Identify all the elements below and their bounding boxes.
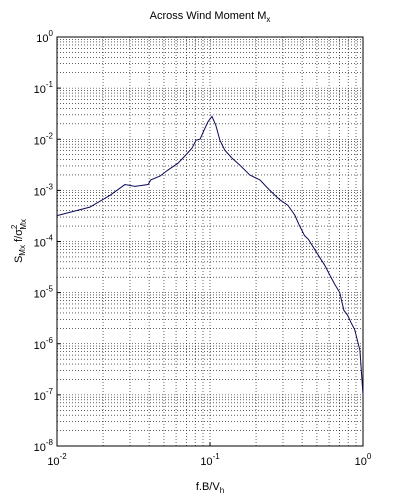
tick-base: 10: [34, 442, 46, 454]
x-tick-label: 10-2: [47, 452, 67, 468]
tick-exponent: -2: [60, 452, 68, 461]
tick-exponent: 0: [49, 29, 54, 38]
tick-exponent: -1: [213, 452, 221, 461]
title-sub: x: [266, 15, 270, 24]
tick-base: 10: [34, 391, 46, 403]
tick-exponent: -7: [46, 387, 54, 396]
y-axis-label: SMx f/σ2Mx: [10, 219, 28, 263]
ylabel-b-sup: 2: [10, 224, 19, 229]
y-tick-label: 10-5: [34, 285, 54, 301]
x-tick-label: 10-1: [200, 452, 220, 468]
y-tick-label: 10-4: [34, 234, 54, 250]
ylabel-b-sub: Mx: [19, 219, 28, 230]
tick-exponent: 0: [367, 452, 372, 461]
x-axis-label: f.B/Vh: [196, 481, 224, 495]
tick-base: 10: [355, 456, 367, 468]
tick-exponent: -6: [46, 336, 54, 345]
data-line: [56, 115, 364, 395]
tick-base: 10: [47, 456, 59, 468]
chart-title: Across Wind Moment Mx: [150, 10, 271, 24]
tick-base: 10: [34, 238, 46, 250]
ylabel-b: f/σ: [13, 229, 25, 245]
tick-exponent: -3: [46, 182, 54, 191]
y-tick-label: 10-6: [34, 336, 54, 352]
tick-base: 10: [36, 33, 48, 45]
y-tick-label: 10-3: [34, 182, 54, 198]
tick-base: 10: [34, 340, 46, 352]
y-tick-label: 10-8: [34, 438, 54, 454]
tick-base: 10: [34, 289, 46, 301]
tick-exponent: -5: [46, 285, 54, 294]
tick-base: 10: [200, 456, 212, 468]
tick-base: 10: [34, 84, 46, 96]
tick-base: 10: [34, 135, 46, 147]
plot-frame: [56, 36, 364, 447]
y-tick-label: 100: [36, 29, 53, 45]
tick-exponent: -8: [46, 438, 54, 447]
y-tick-label: 10-7: [34, 387, 54, 403]
ylabel-a: S: [13, 256, 25, 263]
tick-base: 10: [34, 186, 46, 198]
y-tick-label: 10-2: [34, 131, 54, 147]
tick-exponent: -4: [46, 234, 54, 243]
x-tick-label: 100: [355, 452, 372, 468]
xlabel-sub: h: [220, 486, 224, 495]
y-tick-label: 10-1: [34, 80, 54, 96]
tick-exponent: -2: [46, 131, 54, 140]
xlabel-text: f.B/V: [196, 481, 221, 493]
title-text: Across Wind Moment M: [150, 10, 267, 22]
tick-exponent: -1: [46, 80, 54, 89]
ylabel-a-sub: Mx: [18, 245, 27, 256]
